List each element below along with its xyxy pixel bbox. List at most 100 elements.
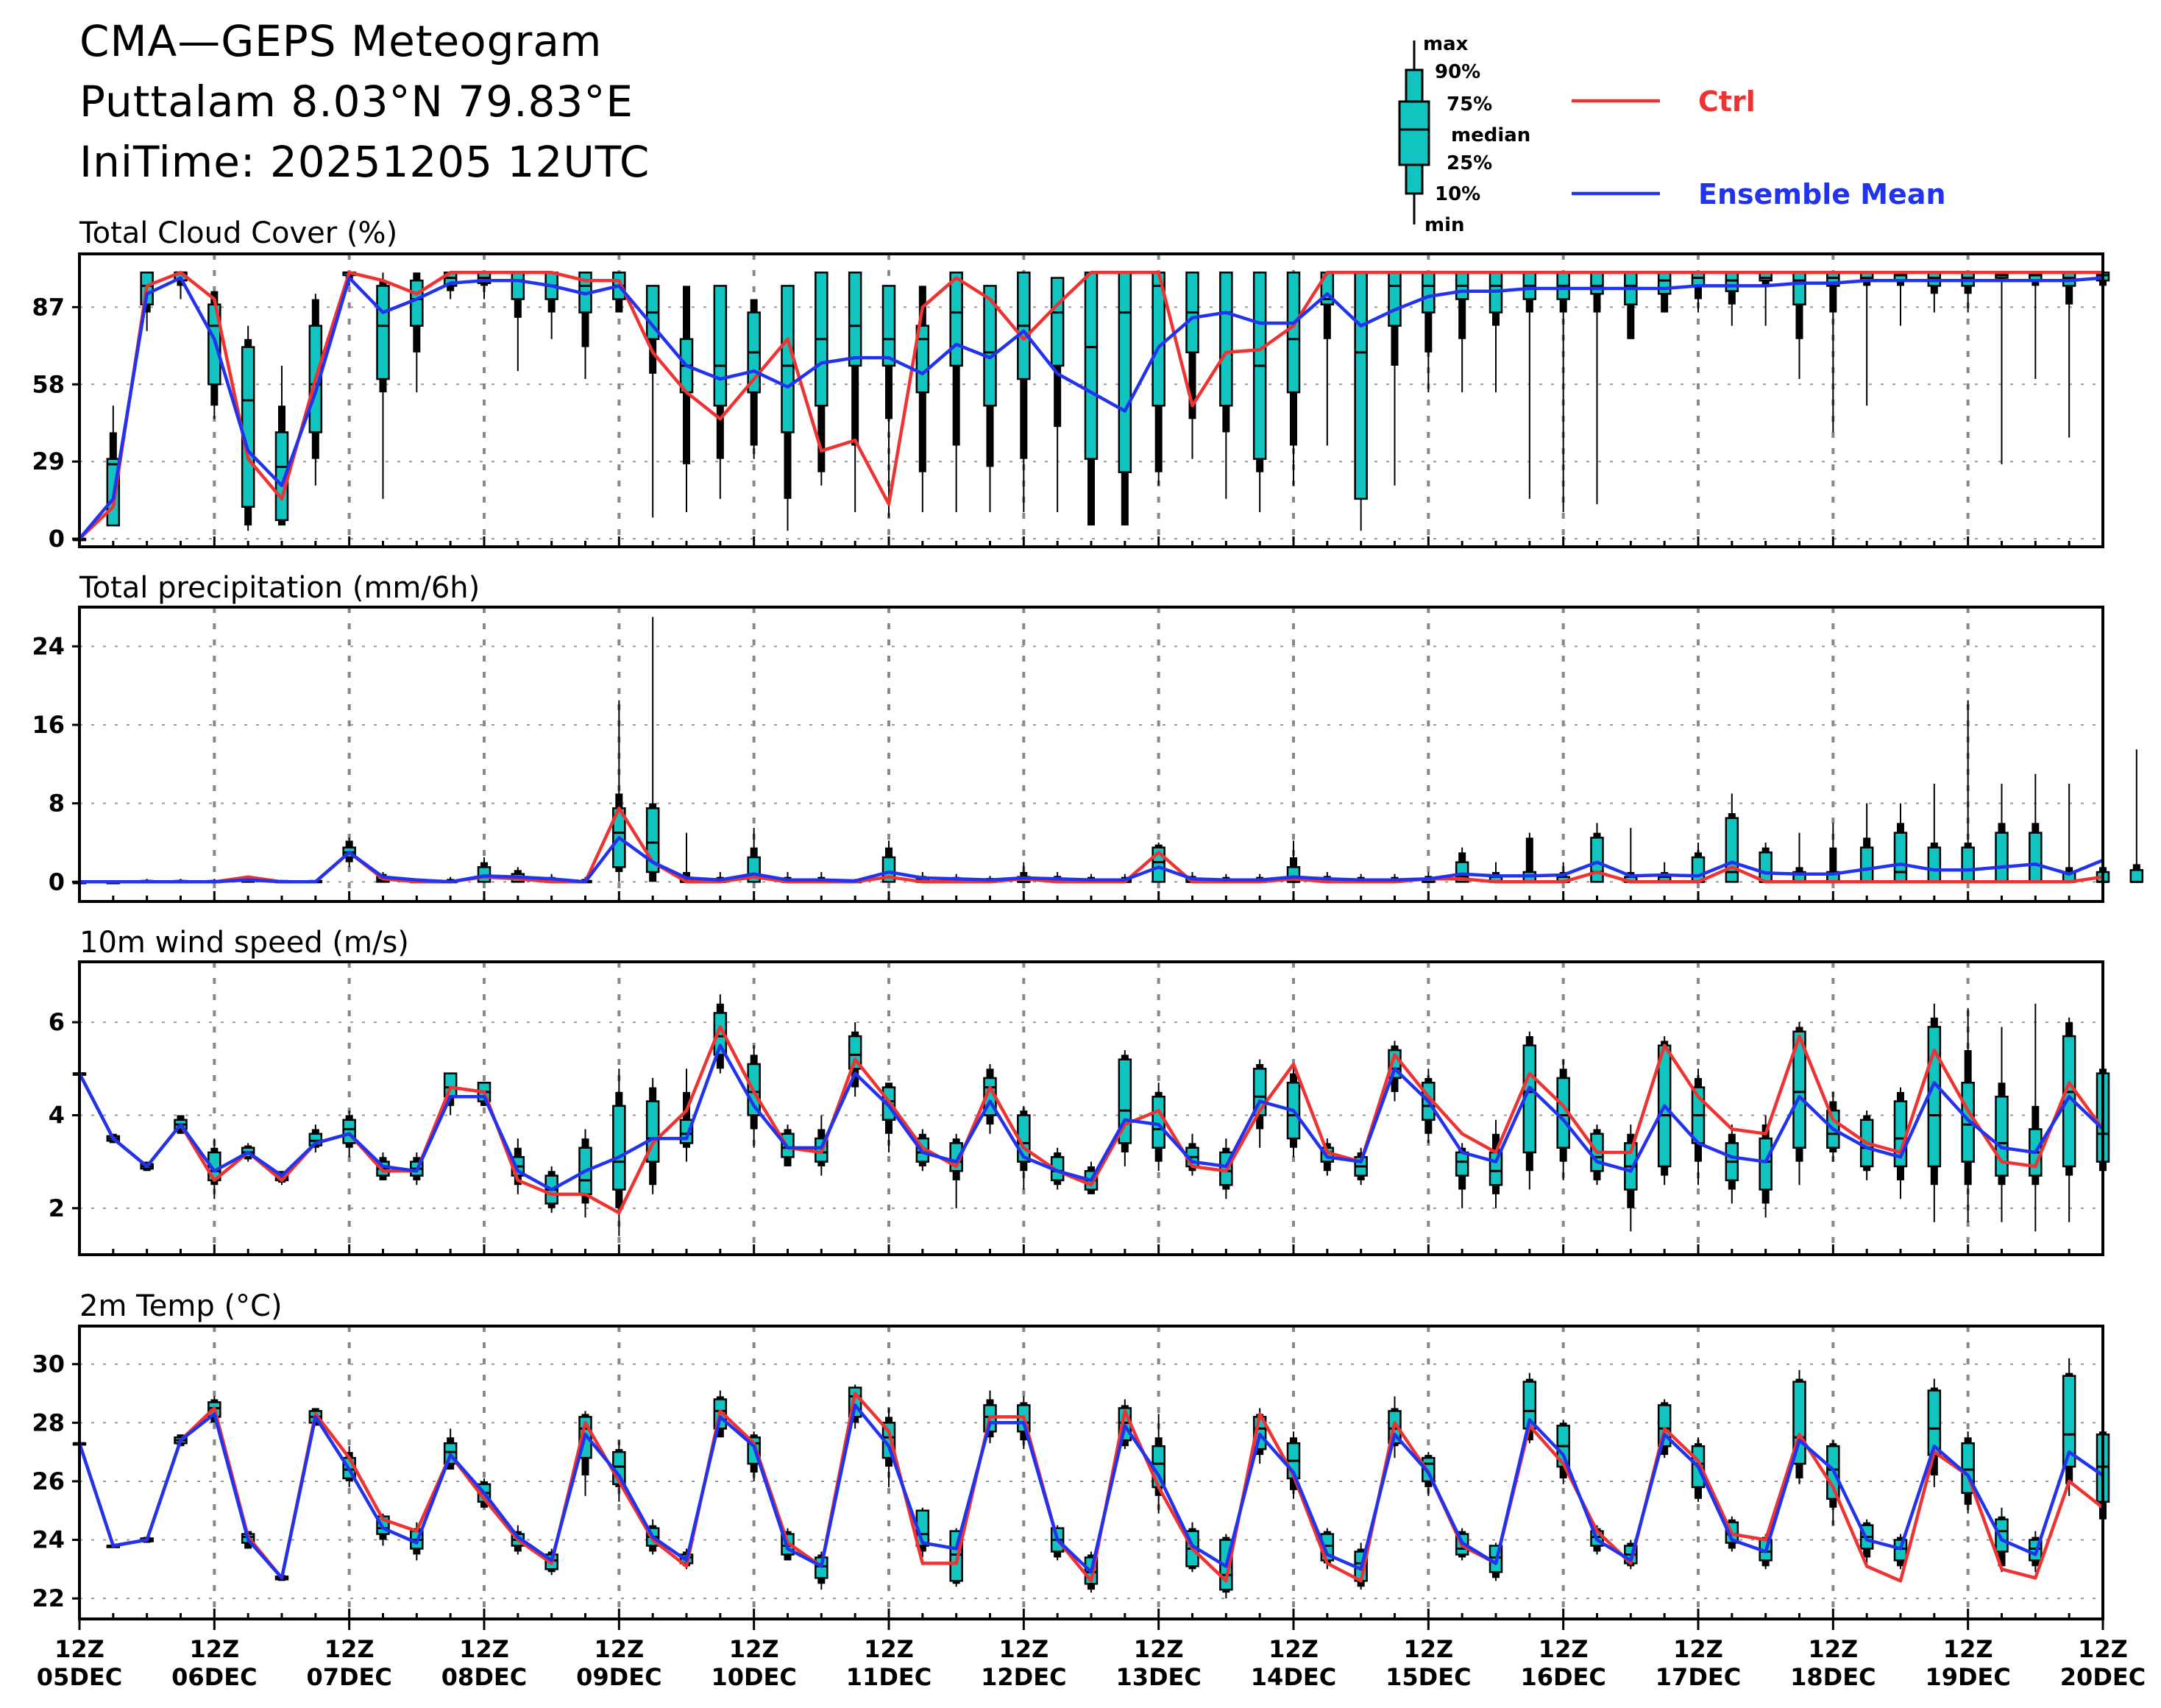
ensemble-box: [1084, 272, 1099, 526]
ensemble-box: [1995, 1027, 2009, 1222]
x-tick-hour: 12Z: [594, 1635, 644, 1663]
ensemble-box: [1118, 1050, 1132, 1166]
ctrl-line: [78, 271, 2103, 540]
ensemble-box: [949, 272, 963, 512]
y-tick-label: 58: [32, 370, 65, 398]
box-25-75: [713, 285, 728, 407]
box-25-75: [848, 272, 862, 367]
ensemble-box: [1859, 272, 1874, 406]
ensemble-box: [1422, 272, 1436, 393]
ensemble-box: [1152, 843, 1165, 883]
panel-3: 2 4 6: [49, 960, 2110, 1256]
x-tick-date: 14DEC: [1251, 1663, 1336, 1691]
ensemble-box: [1522, 1031, 1537, 1190]
x-tick-hour: 12Z: [459, 1635, 509, 1663]
box-25-75: [2129, 869, 2144, 883]
ensemble-box: [1961, 700, 1975, 883]
x-tick-date: 17DEC: [1656, 1663, 1741, 1691]
ensemble-box: [1725, 272, 1739, 326]
ensemble-box: [1488, 1119, 1503, 1208]
y-tick-label: 30: [32, 1350, 65, 1378]
box-25-75: [1286, 272, 1301, 394]
ensemble-box: [881, 1082, 896, 1153]
ensemble-box: [2029, 1003, 2043, 1232]
box-25-75: [1725, 272, 1739, 292]
ensemble-box: [1050, 277, 1065, 512]
ensemble-box: [1152, 272, 1165, 486]
box-25-75: [983, 285, 997, 407]
box-10-90: [1829, 272, 1837, 313]
box-25-75: [1927, 1026, 1942, 1168]
ensemble-box: [1759, 1115, 1773, 1218]
ensemble-box: [1252, 272, 1267, 512]
ensemble-box: [881, 285, 896, 518]
x-tick-date: 11DEC: [846, 1663, 932, 1691]
legend-box-label: max: [1423, 33, 1469, 55]
legend-line-label: Ctrl: [1698, 85, 1756, 118]
x-tick-date: 06DEC: [171, 1663, 257, 1691]
ensemble-box: [1118, 272, 1132, 526]
box-25-75: [241, 346, 255, 508]
x-tick-date: 09DEC: [576, 1663, 661, 1691]
ensemble-box: [949, 1133, 963, 1208]
ensemble-box: [1017, 272, 1031, 512]
legend-box-label: 75%: [1447, 93, 1492, 116]
x-tick-hour: 12Z: [1539, 1635, 1589, 1663]
location-line: Puttalam 8.03°N 79.83°E: [79, 77, 634, 127]
ensemble-box: [815, 1551, 828, 1590]
panel-title: 10m wind speed (m/s): [79, 926, 409, 960]
box-25-75: [612, 1105, 626, 1191]
box-25-75: [1759, 851, 1773, 883]
box-25-75: [2062, 1375, 2076, 1468]
ensemble-box: [1152, 1414, 1165, 1514]
ensemble-box: [679, 286, 694, 512]
ctrl-line: [79, 807, 2104, 884]
ensemble-box: [1657, 862, 1672, 883]
box-25-75: [1792, 272, 1806, 305]
x-tick-date: 12DEC: [981, 1663, 1066, 1691]
box-25-75: [1691, 272, 1706, 287]
y-tick-label: 29: [32, 447, 65, 475]
ensemble-box: [1792, 1369, 1806, 1484]
y-tick-label: 28: [32, 1408, 65, 1436]
ensemble-mean-line: [78, 1043, 2104, 1191]
box-25-75: [1792, 1030, 1806, 1149]
box-25-75: [443, 1072, 458, 1098]
box-25-75: [1422, 272, 1436, 313]
y-tick-label: 0: [49, 525, 65, 553]
box-25-75: [1455, 1151, 1469, 1177]
ensemble-box: [1522, 272, 1537, 499]
x-tick-hour: 12Z: [1673, 1635, 1723, 1663]
box-25-75: [1050, 277, 1065, 367]
x-tick-hour: 12Z: [864, 1635, 914, 1663]
y-tick-label: 26: [32, 1467, 65, 1495]
box-25-75: [1759, 1137, 1773, 1191]
box-25-75: [1118, 272, 1132, 473]
ensemble-box: [645, 617, 660, 882]
panel-4: 22 24 26 28 30: [32, 1325, 2110, 1620]
x-tick-date: 08DEC: [441, 1663, 527, 1691]
box-25-75: [1590, 837, 1604, 883]
legend-box-label: 10%: [1435, 183, 1480, 205]
ensemble-box: [1185, 272, 1199, 459]
x-tick-hour: 12Z: [1808, 1635, 1858, 1663]
x-tick-date: 10DEC: [711, 1663, 796, 1691]
panel-title: Total Cloud Cover (%): [79, 216, 397, 250]
ensemble-box: [2129, 749, 2144, 883]
box-25-75: [1488, 1151, 1503, 1186]
ensemble-box: [1927, 1378, 1942, 1487]
ensemble-box: [815, 272, 828, 486]
ensemble-box: [1624, 272, 1638, 339]
panel-2: 0 8 16 24: [32, 606, 2144, 903]
box-25-75: [781, 285, 795, 433]
y-tick-label: 4: [49, 1101, 65, 1129]
ensemble-box: [241, 325, 255, 531]
ensemble-box: [881, 840, 896, 883]
box-10-90: [1525, 837, 1533, 882]
ensemble-box: [1691, 1069, 1706, 1186]
box-25-75: [1961, 846, 1975, 883]
box-10-90: [2065, 272, 2073, 305]
ensemble-box: [1354, 272, 1368, 531]
panel-title: 2m Temp (°C): [79, 1289, 283, 1323]
box-25-75: [1927, 846, 1942, 883]
